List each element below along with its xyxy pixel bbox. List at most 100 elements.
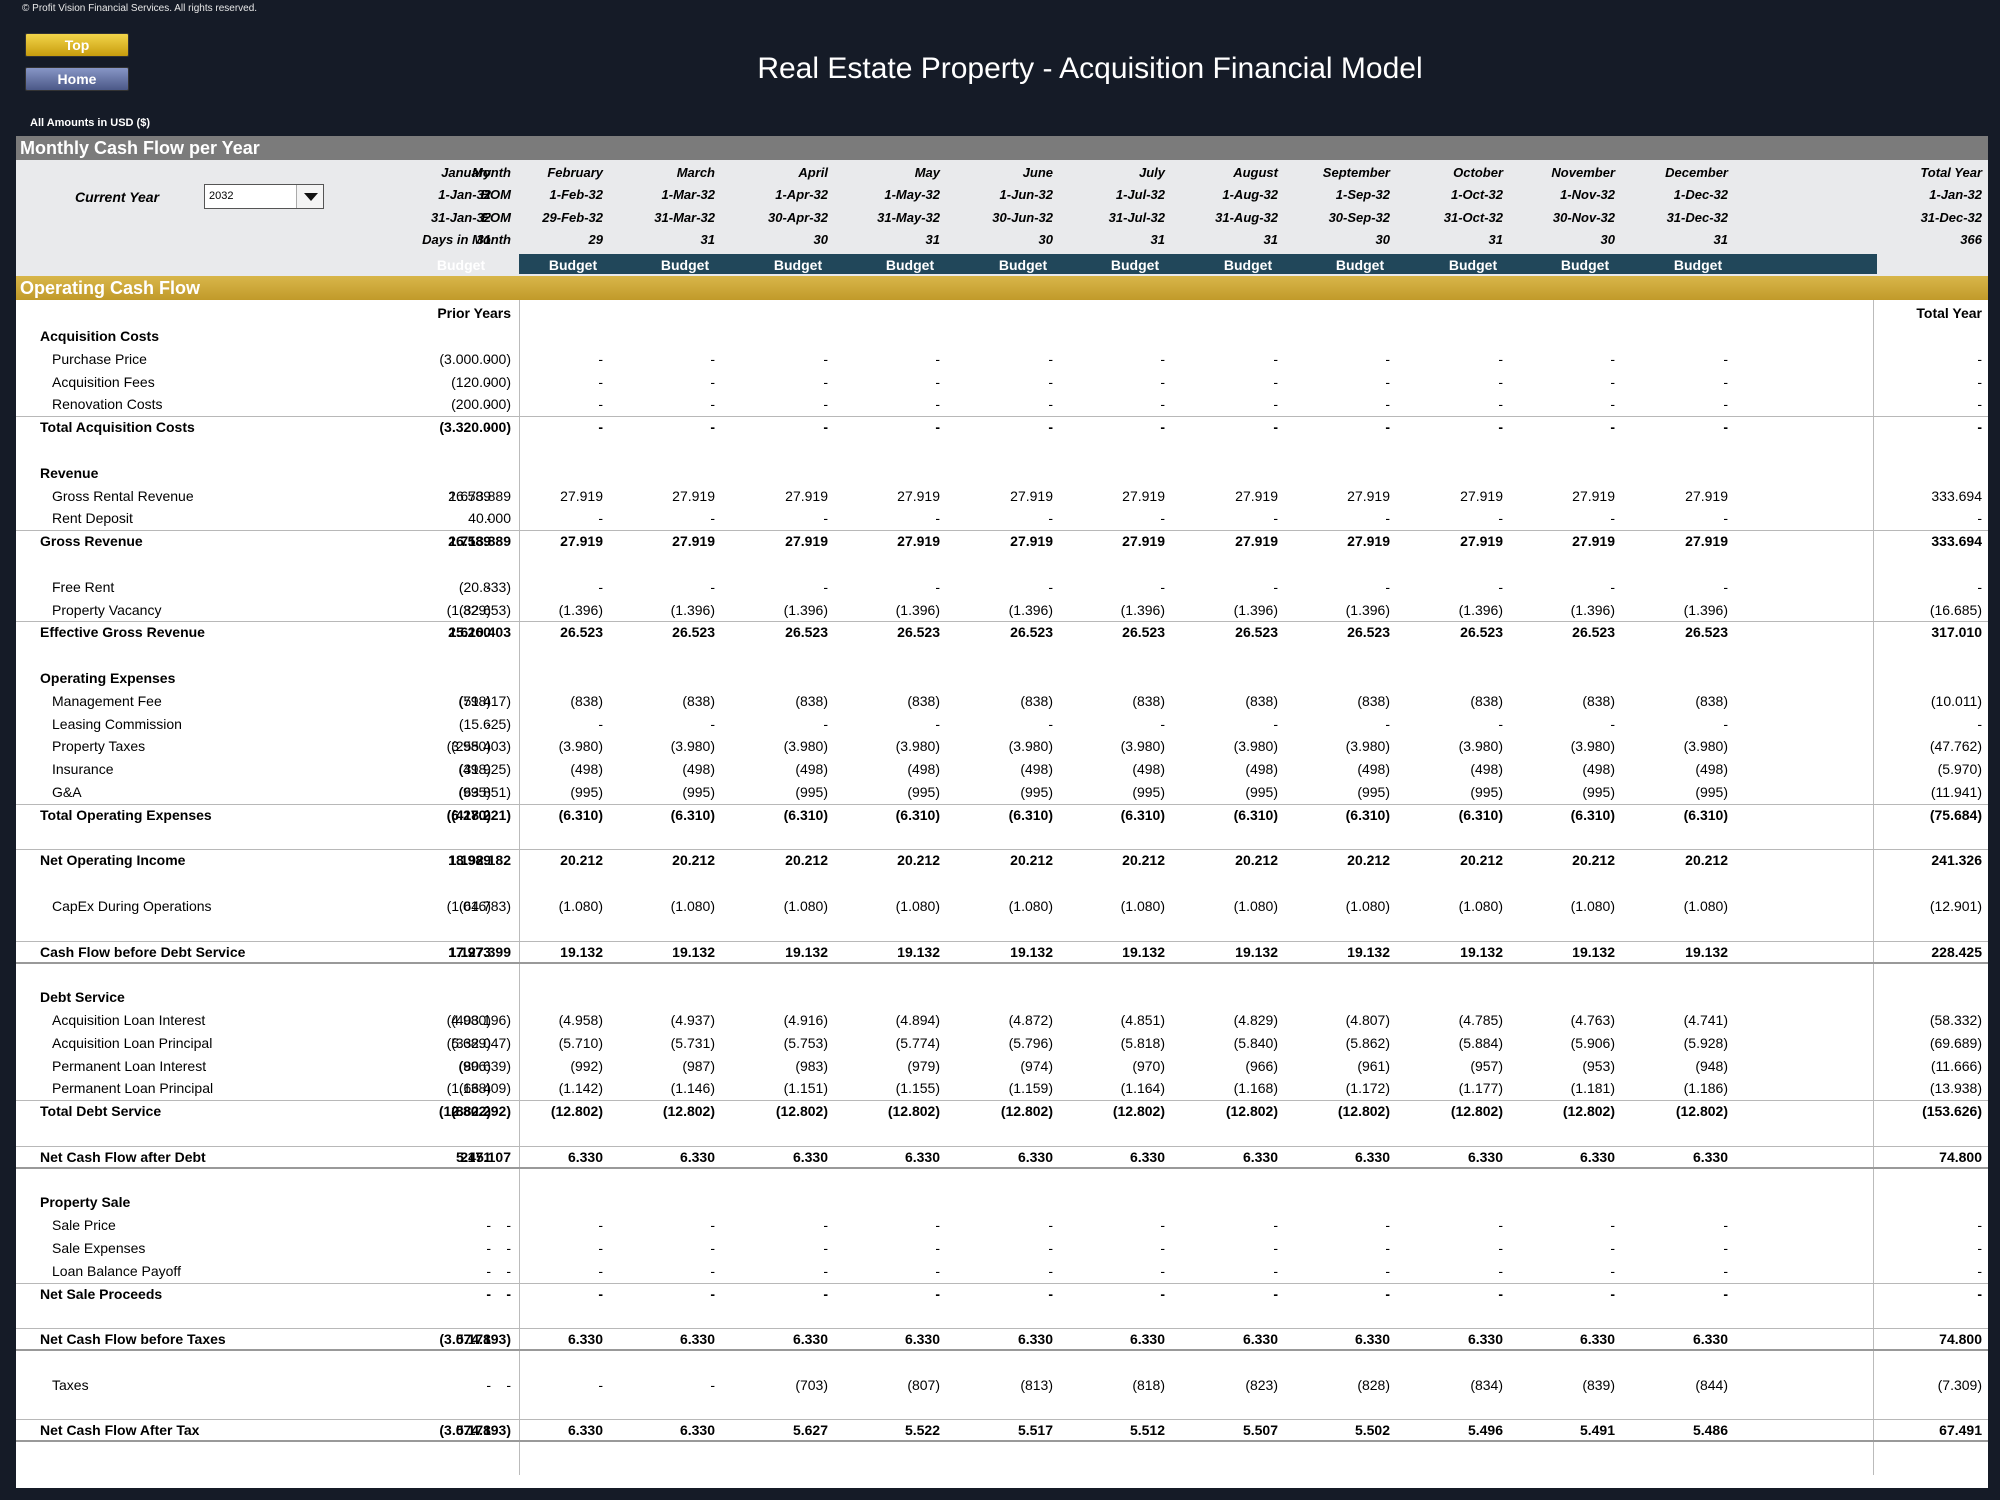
chevron-down-icon[interactable]: [296, 185, 323, 208]
month-value: (1.080): [1570, 898, 1615, 914]
month-value: (6.310): [1345, 806, 1390, 823]
month-value: (818): [1132, 1376, 1165, 1393]
month-value: 20.212: [785, 852, 828, 869]
month-value: 27.919: [785, 487, 828, 504]
prior-years-value: (15.625): [458, 715, 511, 732]
month-month: September: [1322, 165, 1390, 180]
month-value: (1.164): [1120, 1080, 1165, 1097]
month-value: -: [1273, 350, 1278, 367]
month-value: -: [1610, 419, 1615, 436]
month-value: -: [710, 350, 715, 367]
month-bom: 1-Mar-32: [661, 187, 715, 202]
month-value: 5.507: [1242, 1422, 1278, 1439]
month-value: 25.260: [448, 624, 491, 641]
month-value: (12.802): [1112, 1103, 1165, 1120]
month-value: (4.980): [446, 1012, 491, 1028]
month-value: (4.763): [1570, 1012, 1615, 1028]
row-label: Debt Service: [40, 989, 125, 1006]
month-value: 27.919: [897, 533, 940, 550]
row-label: Gross Rental Revenue: [52, 487, 194, 504]
month-value: 26.523: [897, 624, 940, 641]
month-value: (807): [907, 1376, 940, 1393]
month-value: -: [1385, 373, 1390, 390]
month-value: -: [1498, 373, 1503, 390]
month-value: (1.396): [1683, 601, 1728, 618]
month-value: -: [935, 396, 940, 413]
home-button[interactable]: Home: [25, 67, 129, 91]
month-value: -: [1498, 350, 1503, 367]
row-label: CapEx During Operations: [52, 898, 212, 914]
month-value: (1.396): [783, 601, 828, 618]
month-value: -: [823, 578, 828, 595]
month-value: -: [710, 1262, 715, 1279]
month-value: -: [486, 1376, 491, 1393]
total-year-value: (16.685): [1929, 601, 1982, 618]
month-days: 31: [1488, 232, 1503, 247]
total-year-value: 333.694: [1931, 487, 1982, 504]
month-value: -: [486, 373, 491, 390]
prior-years-value: (80.639): [458, 1057, 511, 1074]
row-label: Loan Balance Payoff: [52, 1262, 181, 1279]
month-value: -: [1160, 510, 1165, 527]
top-button[interactable]: Top: [25, 33, 129, 57]
month-value: -: [1723, 1240, 1728, 1256]
cash-flow-sheet: Monthly Cash Flow per Year Current Year …: [16, 136, 1988, 1488]
month-value: (1.080): [670, 898, 715, 914]
row-label: Free Rent: [52, 578, 115, 595]
prior-years-header: Prior Years: [437, 305, 511, 321]
month-eom: 31-Oct-32: [1443, 210, 1503, 225]
month-value: (1.080): [1233, 898, 1278, 914]
row-separator: [16, 416, 1988, 418]
month-value: 17.973: [448, 943, 491, 960]
row-label: Operating Expenses: [40, 670, 176, 686]
row-label: Insurance: [52, 761, 114, 778]
total-year-value: (47.762): [1929, 738, 1982, 755]
month-value: 6.330: [792, 1148, 828, 1165]
month-value: (5.884): [1458, 1034, 1503, 1051]
month-value: 5.512: [1129, 1422, 1165, 1439]
month-value: -: [486, 578, 491, 595]
total-year-value: 317.010: [1931, 624, 1982, 641]
month-value: -: [1273, 419, 1278, 436]
month-value: (6.310): [1683, 806, 1728, 823]
month-value: 6.330: [1354, 1331, 1390, 1348]
total-year-value: -: [1977, 419, 1982, 436]
month-value: -: [1273, 578, 1278, 595]
month-value: 26.589: [448, 487, 491, 504]
row-separator: [16, 1145, 1988, 1147]
month-value: (838): [795, 692, 828, 709]
month-value: -: [1160, 1240, 1165, 1256]
month-value: (953): [1582, 1057, 1615, 1074]
row-separator: [16, 1328, 1988, 1330]
total-year-value: (153.626): [1922, 1103, 1982, 1120]
month-value: (1.146): [670, 1080, 715, 1097]
month-value: (3.980): [670, 738, 715, 755]
month-value: -: [598, 396, 603, 413]
month-value: (3.980): [1345, 738, 1390, 755]
month-value: (5.906): [1570, 1034, 1615, 1051]
scenario-label: Budget: [1110, 257, 1160, 273]
month-value: (5.689): [446, 1034, 491, 1051]
month-value: (838): [1470, 692, 1503, 709]
month-value: -: [935, 350, 940, 367]
month-value: (1.080): [558, 898, 603, 914]
month-value: (1.159): [1008, 1080, 1053, 1097]
prior-years-value: (200.000): [451, 396, 511, 413]
current-year-select[interactable]: 2032: [204, 184, 324, 209]
currency-note: All Amounts in USD ($): [30, 117, 150, 129]
prior-years-value: -: [506, 1217, 511, 1234]
month-value: (498): [1470, 761, 1503, 778]
row-label: Leasing Commission: [52, 715, 182, 732]
month-value: -: [598, 1376, 603, 1393]
month-value: 26.589: [448, 533, 491, 550]
month-bom: 1-Nov-32: [1560, 187, 1615, 202]
month-value: (957): [1470, 1057, 1503, 1074]
month-value: -: [710, 1217, 715, 1234]
month-value: -: [1385, 1262, 1390, 1279]
month-value: -: [1048, 419, 1053, 436]
month-value: -: [1723, 1262, 1728, 1279]
prior-years-value: 1.127.399: [448, 943, 511, 960]
month-month: March: [676, 165, 715, 180]
month-bom: 1-Jun-32: [999, 187, 1053, 202]
scenario-label: Budget: [548, 257, 598, 273]
